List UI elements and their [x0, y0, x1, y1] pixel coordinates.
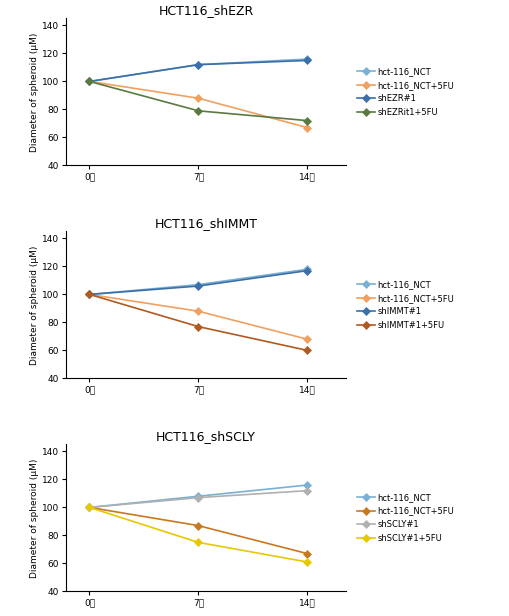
shEZR#1: [87, 78, 93, 85]
hct-116_NCT+5FU: [87, 78, 93, 85]
hct-116_NCT+5FU: [195, 94, 202, 102]
shEZR#1: [304, 57, 310, 64]
Y-axis label: Diameter of spheroid (μM): Diameter of spheroid (μM): [30, 458, 39, 578]
Line: hct-116_NCT: hct-116_NCT: [87, 267, 310, 297]
hct-116_NCT: [304, 55, 310, 63]
Line: hct-116_NCT+5FU: hct-116_NCT+5FU: [87, 291, 310, 342]
hct-116_NCT+5FU: [87, 504, 93, 511]
Line: shEZRit1+5FU: shEZRit1+5FU: [87, 79, 310, 123]
hct-116_NCT: [195, 61, 202, 68]
hct-116_NCT: [87, 78, 93, 85]
shSCLY#1: [304, 487, 310, 494]
hct-116_NCT: [304, 481, 310, 488]
Line: shSCLY#1+5FU: shSCLY#1+5FU: [87, 505, 310, 565]
hct-116_NCT+5FU: [195, 522, 202, 529]
shEZRit1+5FU: [87, 78, 93, 85]
Legend: hct-116_NCT, hct-116_NCT+5FU, shEZR#1, shEZRit1+5FU: hct-116_NCT, hct-116_NCT+5FU, shEZR#1, s…: [356, 66, 455, 118]
Legend: hct-116_NCT, hct-116_NCT+5FU, shIMMT#1, shIMMT#1+5FU: hct-116_NCT, hct-116_NCT+5FU, shIMMT#1, …: [356, 279, 455, 331]
Title: HCT116_shIMMT: HCT116_shIMMT: [155, 217, 258, 230]
hct-116_NCT+5FU: [87, 291, 93, 298]
shEZR#1: [195, 61, 202, 68]
Line: hct-116_NCT: hct-116_NCT: [87, 482, 310, 510]
Line: hct-116_NCT: hct-116_NCT: [87, 56, 310, 84]
Title: HCT116_shSCLY: HCT116_shSCLY: [156, 431, 256, 444]
shEZRit1+5FU: [195, 107, 202, 115]
hct-116_NCT: [195, 493, 202, 500]
shSCLY#1: [87, 504, 93, 511]
Line: hct-116_NCT+5FU: hct-116_NCT+5FU: [87, 79, 310, 131]
shIMMT#1: [304, 267, 310, 274]
shSCLY#1+5FU: [195, 539, 202, 546]
Title: HCT116_shEZR: HCT116_shEZR: [158, 4, 254, 17]
hct-116_NCT+5FU: [195, 307, 202, 315]
shIMMT#1+5FU: [87, 291, 93, 298]
Line: shSCLY#1: shSCLY#1: [87, 488, 310, 510]
Y-axis label: Diameter of spheroid (μM): Diameter of spheroid (μM): [30, 245, 39, 365]
hct-116_NCT: [195, 281, 202, 288]
shIMMT#1: [195, 282, 202, 290]
shSCLY#1+5FU: [304, 558, 310, 565]
Line: hct-116_NCT+5FU: hct-116_NCT+5FU: [87, 505, 310, 556]
hct-116_NCT: [87, 291, 93, 298]
hct-116_NCT+5FU: [304, 336, 310, 343]
shIMMT#1+5FU: [304, 347, 310, 354]
shIMMT#1: [87, 291, 93, 298]
shIMMT#1+5FU: [195, 323, 202, 330]
Legend: hct-116_NCT, hct-116_NCT+5FU, shSCLY#1, shSCLY#1+5FU: hct-116_NCT, hct-116_NCT+5FU, shSCLY#1, …: [356, 492, 455, 544]
Line: shIMMT#1+5FU: shIMMT#1+5FU: [87, 291, 310, 353]
shEZRit1+5FU: [304, 117, 310, 124]
shSCLY#1: [195, 494, 202, 501]
Y-axis label: Diameter of spheroid (μM): Diameter of spheroid (μM): [30, 32, 39, 152]
hct-116_NCT+5FU: [304, 124, 310, 131]
shSCLY#1+5FU: [87, 504, 93, 511]
Line: shEZR#1: shEZR#1: [87, 58, 310, 84]
hct-116_NCT+5FU: [304, 550, 310, 557]
hct-116_NCT: [87, 504, 93, 511]
hct-116_NCT: [304, 265, 310, 273]
Line: shIMMT#1: shIMMT#1: [87, 268, 310, 297]
